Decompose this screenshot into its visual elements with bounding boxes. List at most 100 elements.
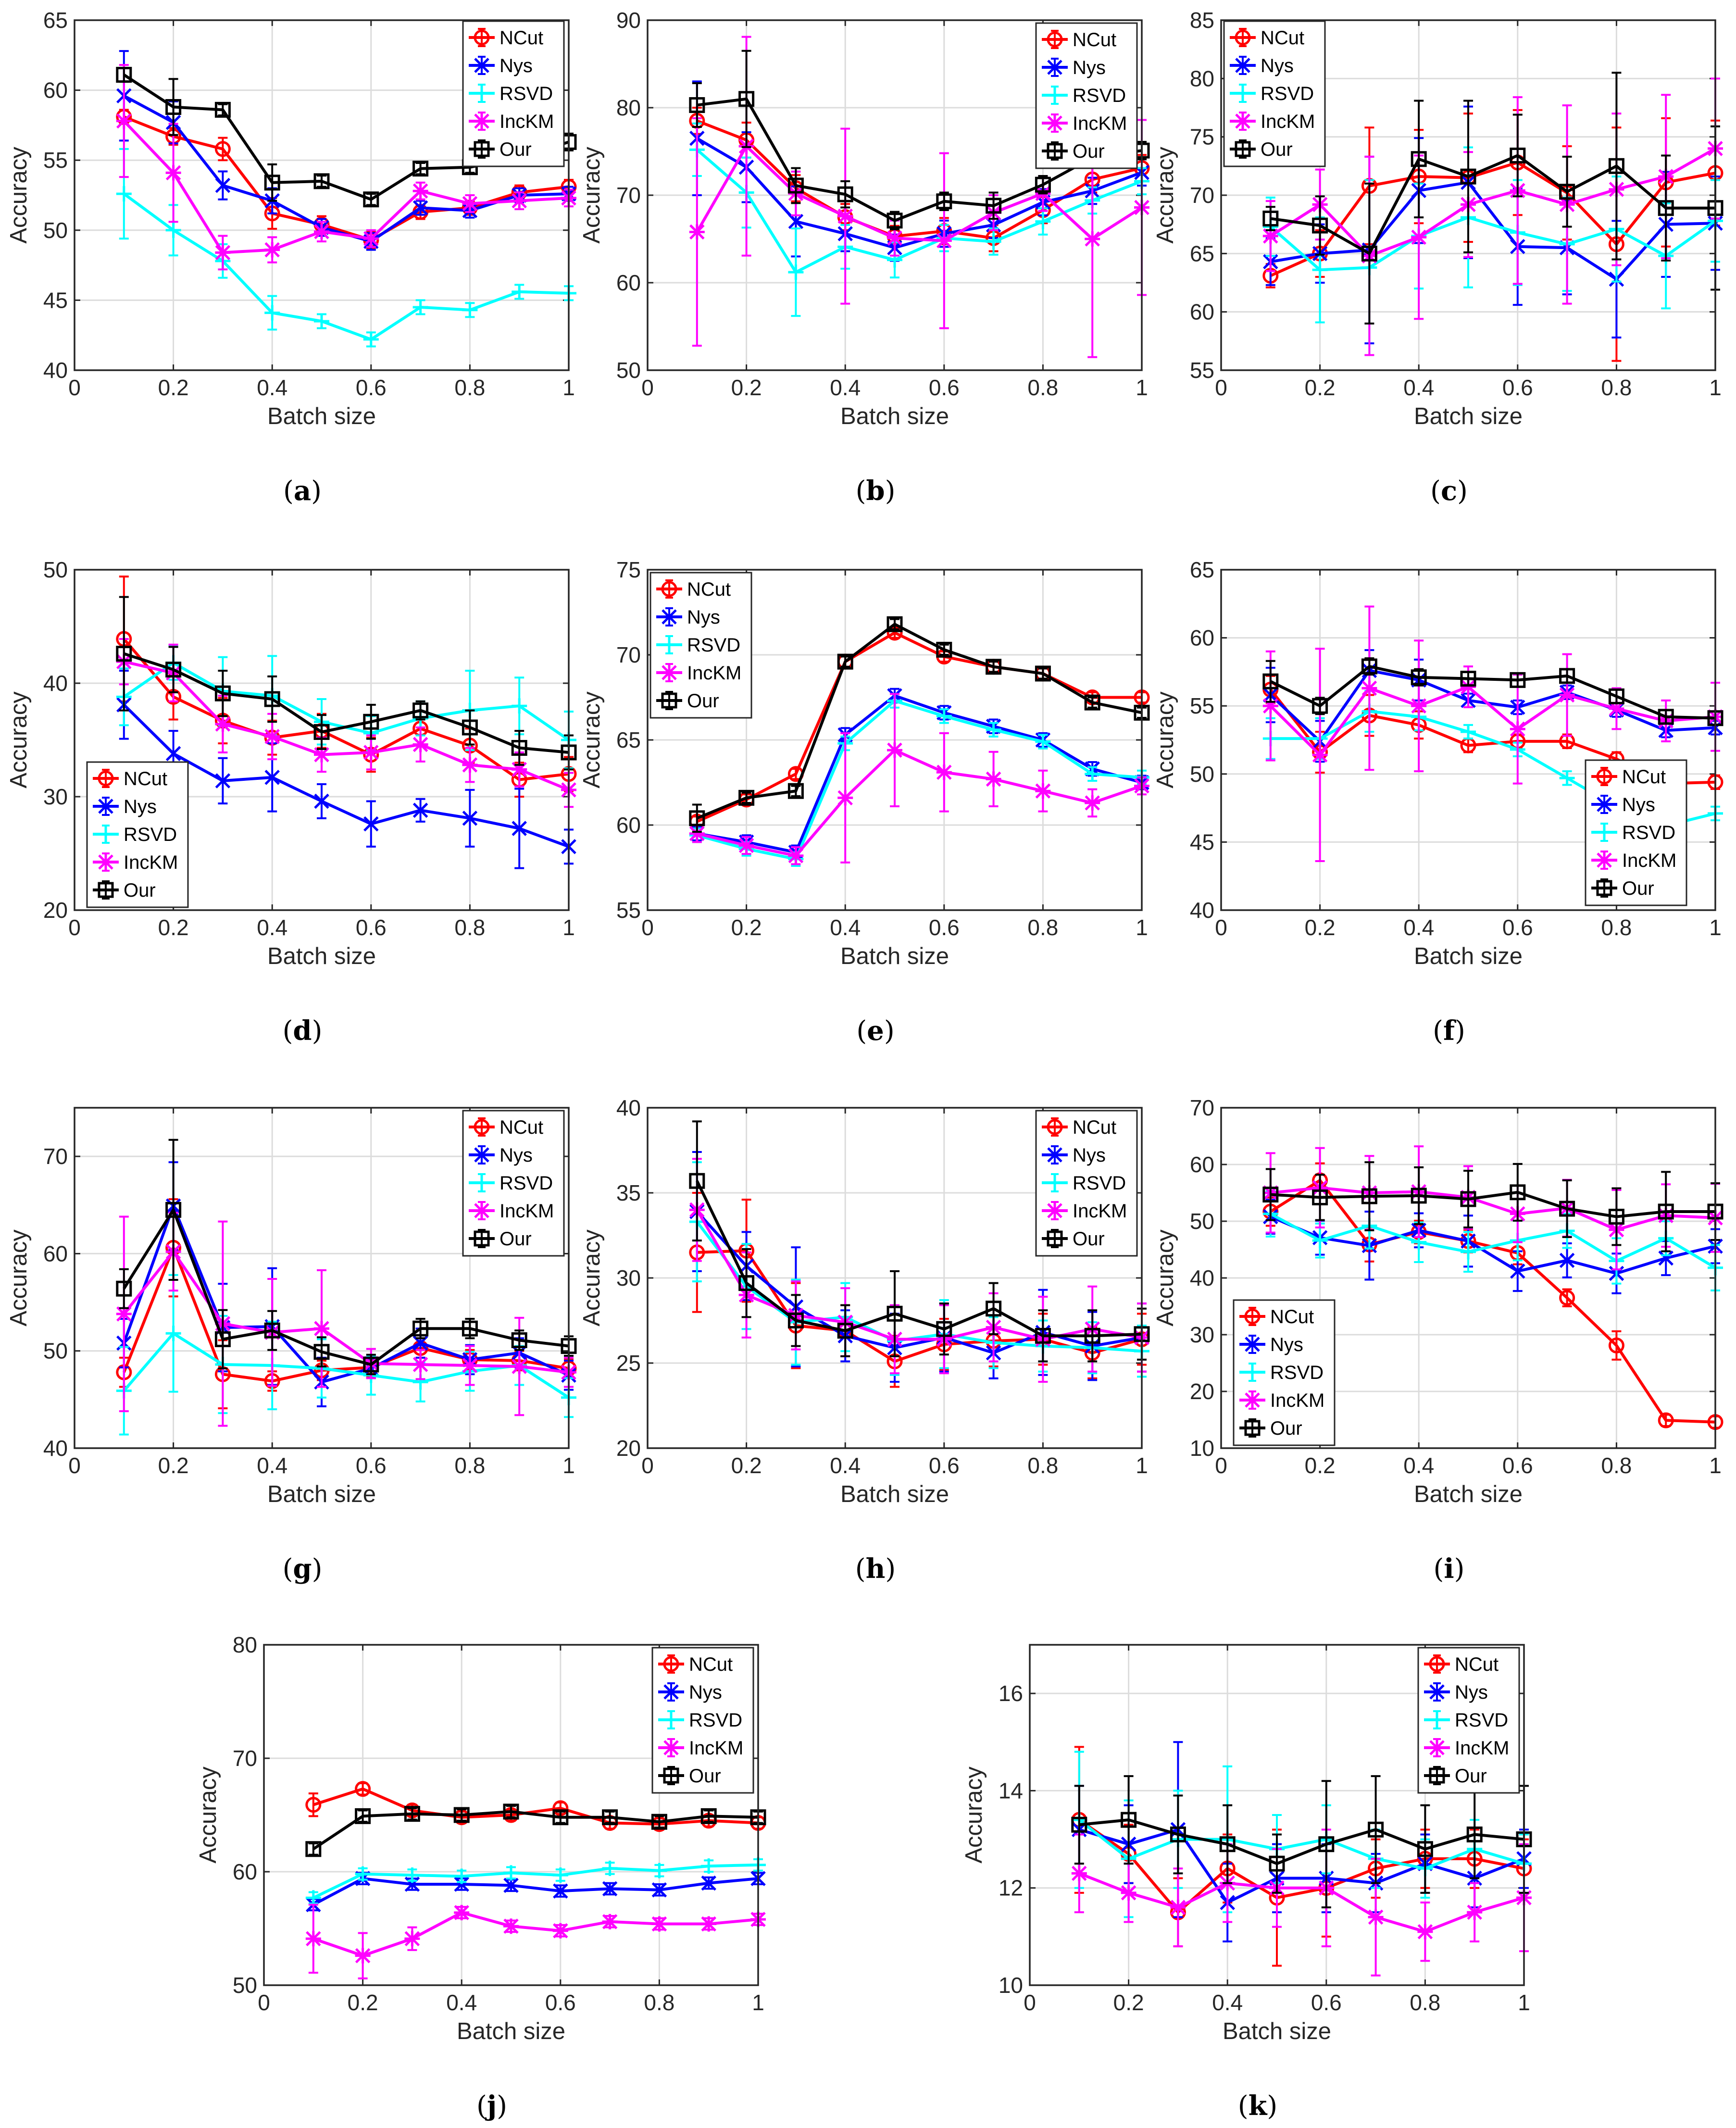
panel-f-series-our-point-3	[1411, 669, 1427, 686]
panel-g-series-inckm-point-8	[512, 1359, 527, 1375]
panel-c-ytick-label-4: 75	[1190, 125, 1214, 150]
panel-h-series-our	[689, 1120, 1150, 1363]
panel-g-caption: (g)	[283, 1553, 323, 1585]
panel-a-legend-entry-nys: Nys	[469, 55, 533, 76]
panel-e-legend-label-inckm: IncKM	[687, 663, 741, 684]
panel-b-ytick-label-4: 90	[616, 8, 641, 33]
panel-h-xtick-label-1: 0.2	[731, 1453, 762, 1478]
panel-f-ytick-label-5: 65	[1190, 557, 1214, 582]
panel-c-legend-label-our: Our	[1261, 139, 1293, 160]
panel-b-series-nys-point-2	[788, 213, 804, 229]
panel-h-legend-label-nys: Nys	[1073, 1145, 1106, 1166]
panel-f-series-our-line	[1270, 665, 1716, 720]
panel-d-series-our	[116, 596, 577, 771]
panel-e-caption: (e)	[856, 1015, 894, 1047]
panel-c-xtick-label-3: 0.6	[1502, 375, 1533, 400]
panel-g-ylabel: Accuracy	[6, 1229, 32, 1327]
panel-h-ytick-label-4: 40	[616, 1095, 641, 1120]
panel-h-legend-entry-ncut: NCut	[1042, 1117, 1116, 1138]
panel-k-legend-label-inckm: IncKM	[1455, 1738, 1509, 1759]
panel-h: 0 0.2 0.4 0.6 0.8 1 20 25 30 35 40 Batch size Accura…	[579, 1095, 1150, 1585]
panel-j-series-inckm-point-0	[305, 1931, 321, 1947]
panel-j-series-our-point-2	[404, 1806, 420, 1822]
panel-b-ytick-label-1: 60	[616, 270, 641, 295]
panel-h-series-our-point-1	[738, 1275, 755, 1291]
panel-d-legend-entry-inckm: IncKM	[93, 852, 178, 873]
panel-e-series-nys-line	[697, 694, 1142, 854]
panel-c-legend-entry-ncut: NCut	[1230, 27, 1304, 49]
panel-j-series-our-point-7	[651, 1814, 667, 1830]
panel-b-xtick-label-1: 0.2	[731, 375, 762, 400]
panel-i-series-our-point-4	[1460, 1191, 1476, 1207]
panel-b-legend-label-our: Our	[1073, 141, 1105, 162]
panel-f-legend-marker-inckm	[1597, 852, 1612, 868]
panel-j-xtick-label-4: 0.8	[644, 1990, 674, 2015]
panel-j-series-our-point-6	[602, 1809, 618, 1826]
panel-f-xtick-label-4: 0.8	[1601, 915, 1632, 940]
panel-i-series-our-point-6	[1559, 1201, 1575, 1217]
panel-a-ytick-label-5: 65	[43, 8, 68, 33]
panel-b-series-our-point-6	[986, 198, 1002, 214]
panel-j-series-our-line	[312, 1810, 759, 1851]
panel-f-legend-label-inckm: IncKM	[1622, 850, 1676, 871]
panel-d-series-nys-point-3	[264, 770, 280, 785]
panel-d-series-our-line	[123, 652, 569, 754]
panel-e-axes-box	[647, 569, 1143, 911]
panel-h-series-nys-line	[696, 1210, 1142, 1354]
panel-c-xtick-label-2: 0.4	[1403, 375, 1434, 400]
panel-i-axes-box	[1220, 1107, 1716, 1449]
panel-h-legend-label-our: Our	[1073, 1228, 1105, 1250]
panel-f-legend-label-nys: Nys	[1622, 794, 1655, 815]
panel-c: 0 0.2 0.4 0.6 0.8 1 55 60 65 70 75 80 85 Batch size Ac…	[1152, 8, 1724, 507]
panel-c-legend-marker-ncut	[1235, 29, 1251, 46]
panel-e-ytick-label-4: 75	[616, 557, 641, 582]
panel-g-ytick-label-1: 50	[43, 1339, 68, 1364]
panel-f-legend-entry-our: Our	[1591, 878, 1654, 899]
panel-k-xtick-label-4: 0.8	[1410, 1990, 1440, 2015]
panel-h-ytick-label-1: 25	[616, 1351, 641, 1376]
panel-i-series-our-point-8	[1658, 1203, 1674, 1220]
panel-d-xtick-label-4: 0.8	[454, 915, 485, 940]
panel-f-legend-marker-ncut	[1596, 768, 1612, 785]
panel-b-legend-label-rsvd: RSVD	[1073, 85, 1126, 106]
panel-f-ytick-label-3: 55	[1190, 693, 1214, 718]
panel-j-series-ncut-point-0	[305, 1797, 322, 1813]
panel-k-series-inckm-line	[1078, 1872, 1524, 1933]
panel-g-legend-entry-ncut: NCut	[469, 1117, 543, 1138]
panel-d-series-inckm-point-5	[363, 744, 379, 760]
panel-k-legend-marker-ncut	[1429, 1656, 1445, 1672]
panel-f-legend-label-ncut: NCut	[1622, 766, 1666, 788]
panel-j-series-nys-point-8	[701, 1875, 716, 1891]
panel-e-legend-label-our: Our	[687, 690, 719, 712]
panel-a-series-rsvd-point-8	[512, 284, 527, 300]
panel-f-xtick-label-2: 0.4	[1403, 915, 1434, 940]
panel-g-legend: NCut Nys RSVD IncKM Our	[462, 1110, 565, 1257]
panel-i-series-ncut-point-8	[1658, 1412, 1674, 1428]
panel-a-legend-marker-our	[474, 141, 490, 157]
panel-g-ytick-label-0: 40	[43, 1436, 68, 1461]
panel-e-legend-entry-our: Our	[656, 690, 719, 712]
panel-f-ytick-label-4: 60	[1190, 626, 1214, 651]
panel-a-series-inckm-point-3	[264, 242, 280, 258]
panel-g-series-ncut-line	[123, 1246, 569, 1383]
panel-d-xlabel: Batch size	[267, 943, 376, 969]
panel-j-ytick-label-3: 80	[233, 1632, 257, 1657]
panel-f-legend-entry-rsvd: RSVD	[1591, 822, 1675, 843]
panel-i-legend-label-nys: Nys	[1270, 1334, 1303, 1355]
panel-j-axes-box	[263, 1644, 759, 1986]
panel-e-series-our-point-3	[837, 653, 853, 670]
panel-c-xtick-label-5: 1	[1709, 375, 1722, 400]
panel-a-series-our-point-3	[264, 175, 280, 191]
panel-a-xtick-label-2: 0.4	[257, 375, 287, 400]
panel-h-xtick-label-3: 0.6	[929, 1453, 960, 1478]
panel-e-series-our-point-1	[738, 789, 755, 806]
panel-e-xtick-label-3: 0.6	[929, 915, 960, 940]
panel-b-series-rsvd-point-6	[986, 234, 1001, 250]
panel-c-legend-entry-inckm: IncKM	[1230, 111, 1315, 132]
panel-k-series-our-point-8	[1466, 1826, 1483, 1842]
panel-f-series-inckm-point-5	[1510, 721, 1525, 737]
panel-h-legend-label-inckm: IncKM	[1073, 1201, 1127, 1222]
panel-c-series-our-point-7	[1608, 158, 1624, 174]
panel-f-axes-box	[1220, 569, 1716, 911]
panel-d-xtick-label-2: 0.4	[257, 915, 287, 940]
